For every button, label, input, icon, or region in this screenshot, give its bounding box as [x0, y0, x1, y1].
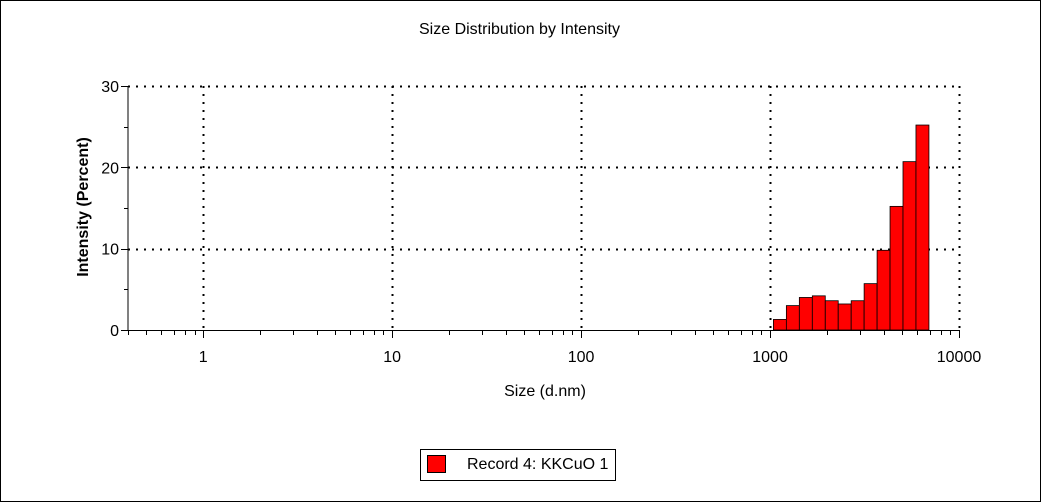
- legend: Record 4: KKCuO 1: [420, 449, 616, 481]
- histogram-bar: [773, 319, 787, 331]
- histogram-bar: [785, 305, 800, 331]
- histogram-bar: [889, 205, 904, 331]
- y-tick-label: 10: [101, 242, 119, 259]
- histogram-bar: [915, 124, 930, 331]
- histogram-bar: [876, 249, 891, 331]
- histogram-bar: [863, 283, 878, 331]
- chart-title: Size Distribution by Intensity: [419, 21, 620, 38]
- histogram-bar: [850, 300, 865, 331]
- x-tick-label: 10: [383, 349, 401, 366]
- histogram-bar: [824, 300, 839, 331]
- bars: [773, 124, 930, 331]
- histogram-bar: [811, 295, 826, 331]
- y-tick-label: 20: [101, 160, 119, 177]
- y-tick-label: 30: [101, 79, 119, 96]
- x-tick-label: 10000: [937, 349, 982, 366]
- tick-labels: 0 10 20 30 1 10 100 1000 10000: [101, 79, 981, 366]
- x-tick-label: 1: [199, 349, 208, 366]
- x-tick-label: 1000: [752, 349, 788, 366]
- grid: [128, 85, 961, 330]
- legend-label: Record 4: KKCuO 1: [467, 456, 609, 473]
- x-tick-label: 100: [568, 349, 595, 366]
- legend-swatch: [427, 455, 446, 473]
- histogram-bar: [837, 303, 852, 331]
- x-axis-label: Size (d.nm): [504, 383, 586, 400]
- histogram-bar: [798, 297, 813, 331]
- axes: [121, 86, 960, 338]
- histogram-bar: [902, 161, 917, 331]
- y-tick-label: 0: [110, 323, 119, 340]
